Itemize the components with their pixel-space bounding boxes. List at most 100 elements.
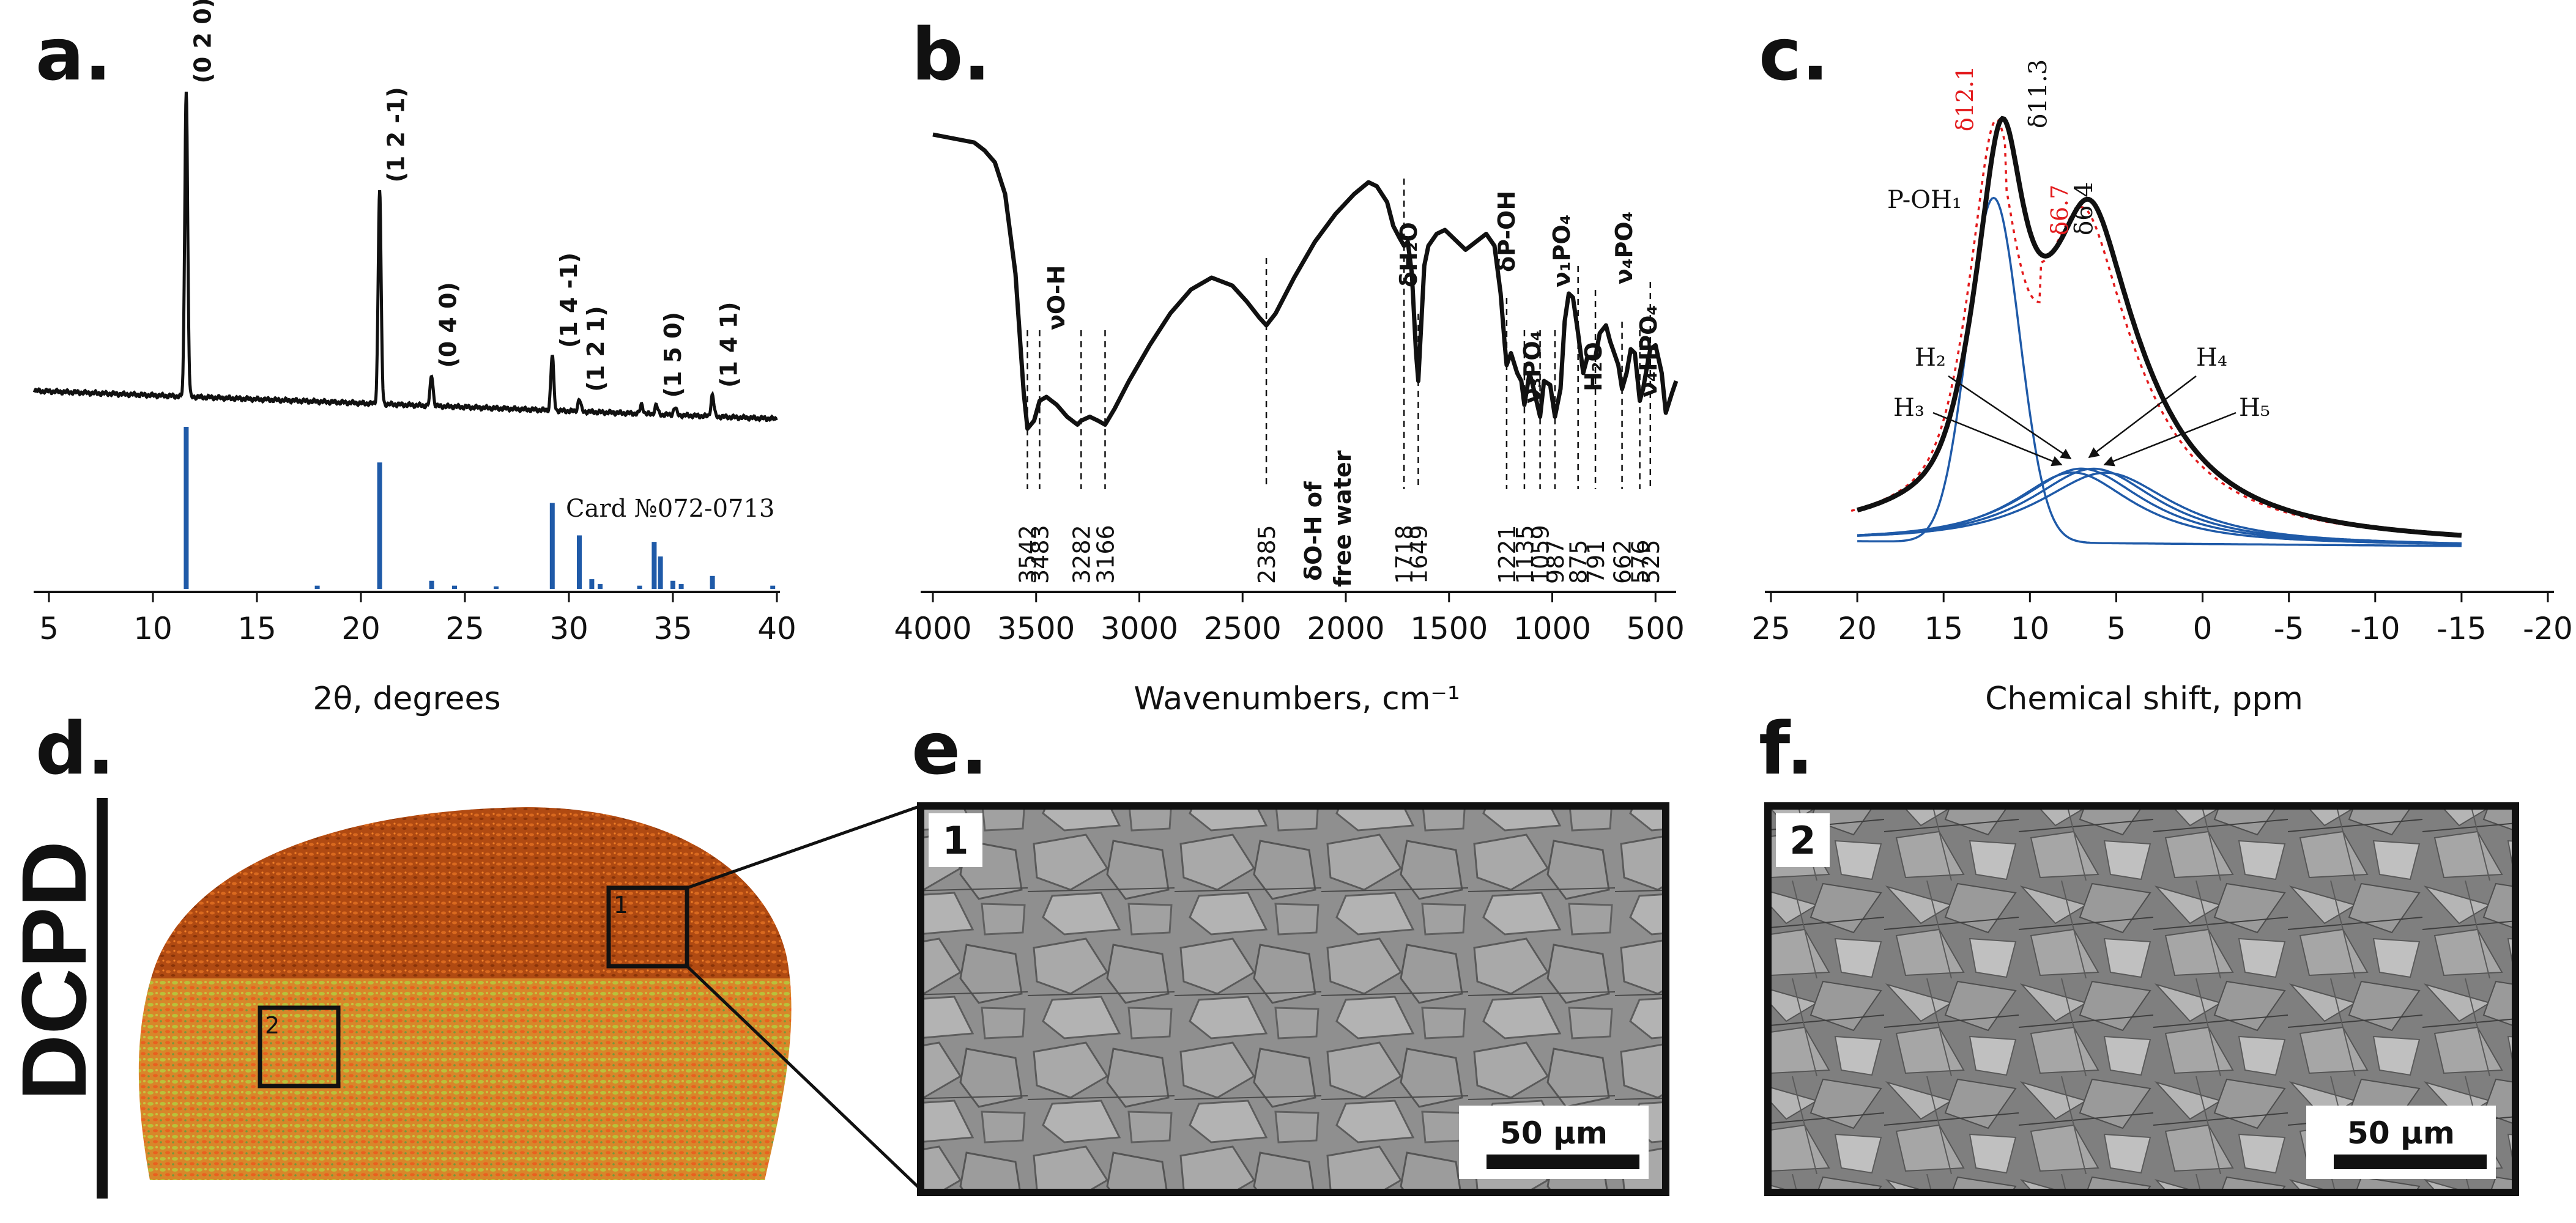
scale-bar-1 (1487, 1155, 1639, 1169)
panel-letter-f: f. (1759, 706, 1814, 791)
peak-label: (0 2 0) (189, 0, 216, 83)
side-bar (97, 798, 108, 1199)
x-ticks: 25 20 15 10 5 0 -5 -10 -15 -20 (1751, 592, 2573, 646)
peak-label-red-2: δ6.7 (2046, 185, 2073, 235)
scale-bar-label-1: 50 µm (1500, 1115, 1608, 1151)
panel-letter-c: c. (1759, 12, 1829, 97)
arrow-h2 (1948, 375, 2072, 460)
band-v3po4: ν₃PO₄ (1519, 331, 1546, 404)
sem-image-2-number: 2 (1789, 818, 1816, 863)
specimen-image (138, 807, 792, 1180)
sem-image-1 (917, 802, 1669, 1196)
x-tick-label: 30 (549, 611, 588, 646)
panel-letter-b: b. (911, 12, 990, 97)
peak-label-red-1: δ12.1 (1951, 66, 1978, 132)
panel-letter-e: e. (911, 706, 988, 791)
wavenumber-label: 987 (1542, 539, 1569, 584)
component-label-h3: H₃ (1893, 394, 1925, 422)
peak-label: (1 5 0) (659, 312, 686, 398)
x-axis-title: Chemical shift, ppm (1985, 681, 2303, 717)
band-voh: νO-H (1043, 265, 1070, 330)
wavenumber-label: 576 (1627, 539, 1654, 584)
band-v4po4: ν₄PO₄ (1611, 212, 1638, 284)
x-tick-label: 3500 (997, 611, 1075, 646)
reference-card-label: Card №072-0713 (566, 495, 774, 523)
x-tick-label: 35 (653, 611, 692, 646)
sem-image-1-number: 1 (942, 818, 968, 863)
xrd-chart: (0 2 0) (1 2 -1) (0 4 0) (1 4 -1)(1 2 1) (1 … (32, 0, 796, 717)
wavenumber-label: 3166 (1092, 525, 1119, 584)
x-tick-label: 5 (2107, 611, 2126, 646)
band-dpoh: δP-OH (1493, 191, 1520, 272)
x-tick-label: 1000 (1513, 611, 1591, 646)
component-curve (1857, 467, 2462, 545)
component-label-h5: H₅ (2239, 394, 2270, 422)
peak-label: (1 4 1) (716, 301, 743, 388)
peak-label: (0 4 0) (435, 282, 462, 368)
x-tick-label: 5 (39, 611, 59, 646)
x-tick-label: 2000 (1307, 611, 1384, 646)
scale-bar-label-2: 50 µm (2347, 1115, 2455, 1151)
xrd-pattern-line (32, 91, 778, 423)
zoom-line-bottom (686, 965, 922, 1191)
band-v4hpo4: ν₄HPO₄ (1635, 305, 1662, 397)
wavenumber-label: 1135 (1512, 525, 1539, 584)
panel-letter-a: a. (35, 12, 111, 97)
x-tick-label: -20 (2523, 611, 2573, 646)
x-tick-label: -15 (2437, 611, 2487, 646)
wavenumber-label: 791 (1583, 539, 1609, 584)
x-tick-label: 0 (2193, 611, 2213, 646)
ftir-spectrum-line (932, 132, 1679, 431)
x-tick-label: 40 (757, 611, 796, 646)
reference-lines (184, 427, 776, 589)
peak-label: (1 2 1) (582, 306, 609, 392)
wavenumber-label: 662 (1609, 539, 1636, 584)
peak-label-black-2: δ6.4 (2070, 182, 2098, 235)
sample-label: DCPD (2, 841, 105, 1101)
nmr-chart: δ12.1 δ11.3 δ6.7 δ6.4 P-OH₁ H₂ H₃ H₄ H₅ … (1751, 59, 2573, 717)
sem-image-1-badge (929, 813, 982, 867)
band-dh2o: δH₂O (1395, 222, 1422, 287)
wavenumber-label: 1649 (1405, 525, 1432, 584)
peak-labels: (0 2 0) (1 2 -1) (0 4 0) (1 4 -1)(1 2 1) (1 … (189, 0, 742, 398)
x-ticks: 5 10 15 20 25 30 35 40 (39, 592, 796, 646)
x-tick-label: -5 (2274, 611, 2304, 646)
fit-envelope-dotted (1850, 118, 2456, 537)
band-h2o: H₂O (1580, 342, 1607, 391)
x-axis-title: 2θ, degrees (313, 681, 500, 717)
x-tick-label: 2500 (1204, 611, 1282, 646)
inset-box-1-label: 1 (614, 892, 628, 918)
deconvolution-components (1857, 196, 2462, 547)
component-label-poh: P-OH₁ (1887, 186, 1962, 214)
component-curve (1857, 196, 2462, 547)
band-doh-free-1: δO-H of (1300, 481, 1327, 581)
panel-letter-d: d. (35, 706, 114, 791)
wavenumber-label: 3483 (1026, 525, 1053, 584)
arrow-h3 (1932, 412, 2063, 467)
peak-label: (1 4 -1) (555, 253, 582, 348)
x-tick-label: 3000 (1101, 611, 1178, 646)
inset-box-2-label: 2 (265, 1012, 280, 1039)
inset-box-1 (606, 885, 689, 969)
wavenumber-label: 875 (1565, 539, 1592, 584)
component-label-h4: H₄ (2196, 344, 2227, 372)
wavenumber-label: 3282 (1068, 525, 1095, 584)
wavenumber-label: 3542 (1015, 525, 1042, 584)
band-assignments: νO-H δH₂O δO-H of free water δP-OH ν₃PO₄… (1043, 191, 1662, 587)
arrow-h4 (2088, 375, 2197, 459)
sem-image-2-badge (1776, 813, 1830, 867)
wavenumber-label: 1059 (1527, 525, 1554, 584)
x-tick-label: 1500 (1410, 611, 1488, 646)
x-tick-label: 4000 (894, 611, 971, 646)
component-curve (1857, 471, 2462, 545)
scale-bar-2 (2334, 1155, 2487, 1169)
zoom-line-top (686, 804, 921, 890)
x-axis-title: Wavenumbers, cm⁻¹ (1134, 681, 1460, 717)
sem-image-1-panel: 1 50 µm (917, 802, 1669, 1196)
wavenumber-label: 1718 (1391, 525, 1418, 584)
wavenumber-label: 2385 (1253, 525, 1280, 584)
x-tick-label: 25 (445, 611, 484, 646)
component-label-h2: H₂ (1915, 344, 1946, 372)
